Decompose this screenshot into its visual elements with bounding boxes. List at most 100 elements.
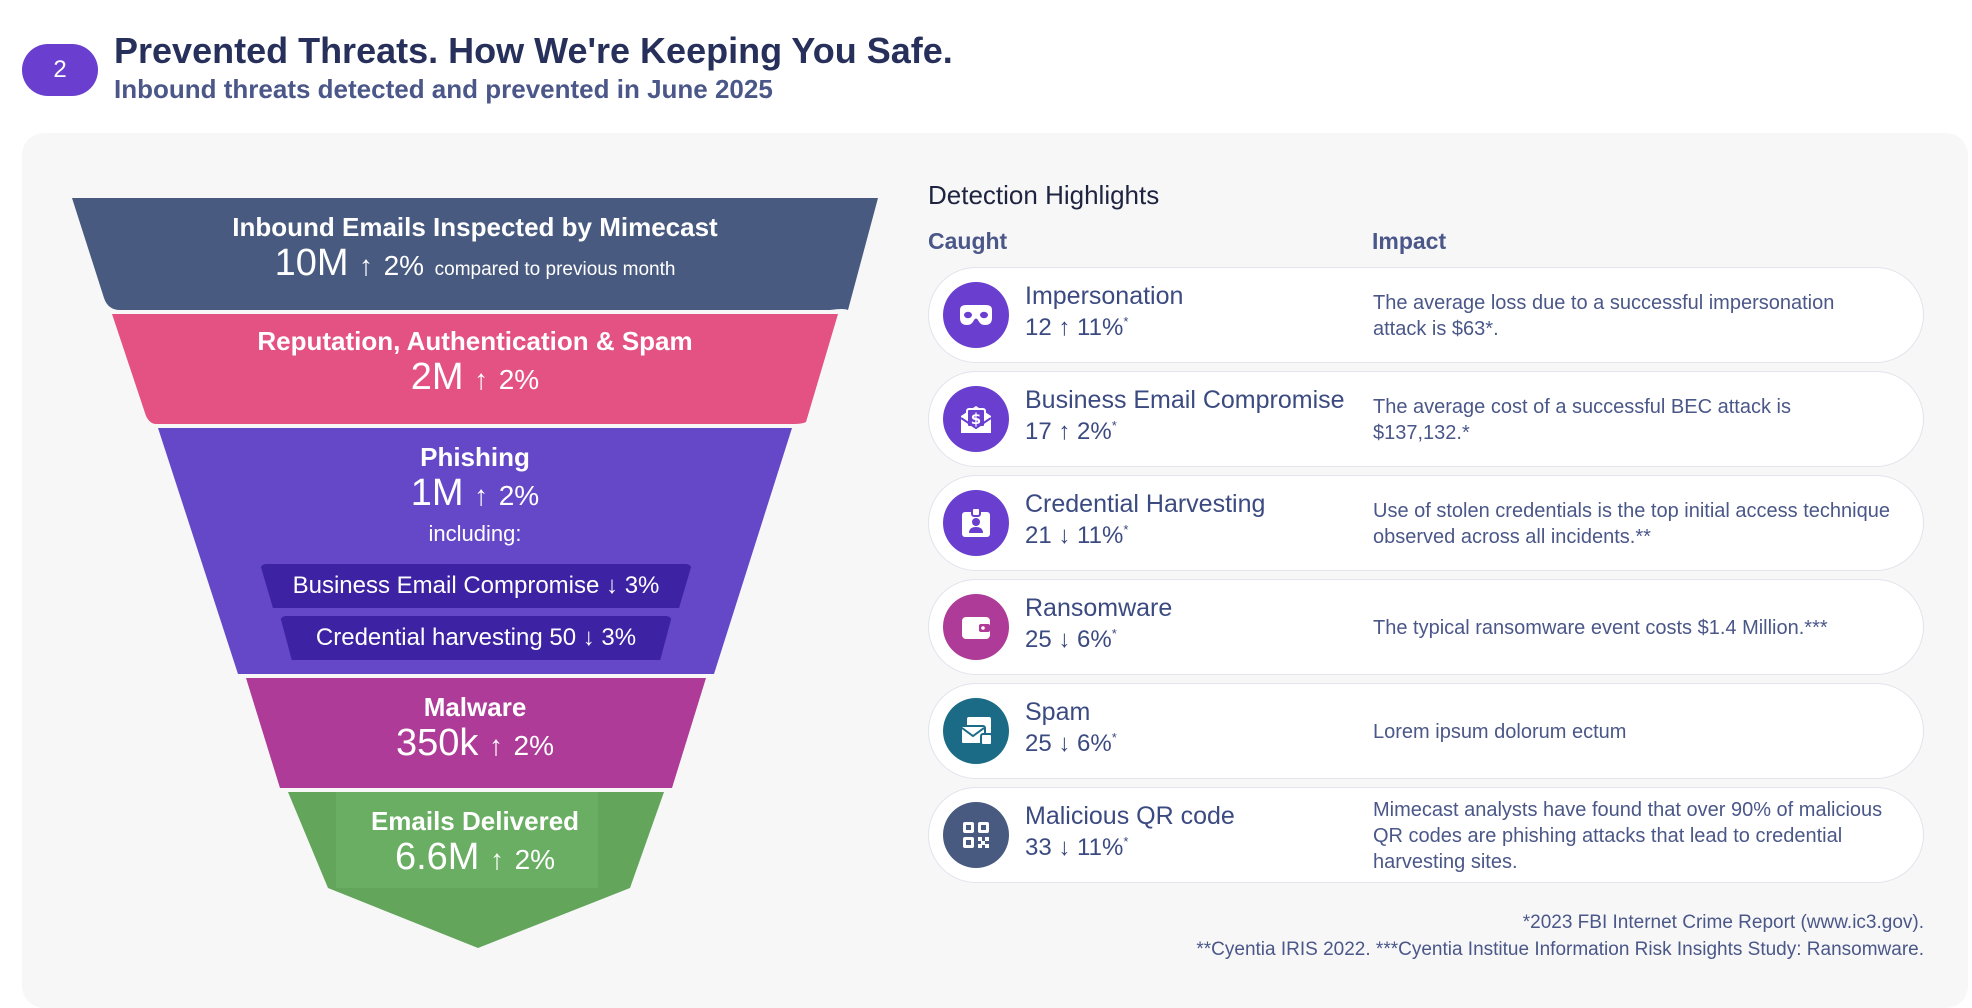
threat-funnel: Inbound Emails Inspected by Mimecast 10M… [70,198,880,948]
phishing-value: 1M [410,472,464,514]
row-impact: Lorem ipsum dolorum ectum [1373,721,1627,743]
arrow-down-icon: ↓ [606,572,619,599]
footnote-1: *2023 FBI Internet Crime Report (www.ic3… [1522,912,1924,933]
qr-code-icon [943,802,1009,868]
arrow-up-icon: ↑ [359,250,374,281]
phishing-subitem-credential: Credential harvesting 50 ↓ 3% [280,616,672,660]
row-name: Business Email Compromise [1025,386,1345,414]
row-name: Malicious QR code [1025,802,1235,830]
page-subtitle: Inbound threats detected and prevented i… [114,74,773,104]
row-count: 17 ↑ 2%* [1025,418,1117,446]
row-name: Ransomware [1025,594,1173,622]
row-count-value: 21 [1025,522,1052,549]
row-count-value: 33 [1025,834,1052,861]
row-footnote-mark: * [1123,522,1129,537]
reputation-change: 2% [498,364,540,395]
row-impact: The typical ransomware event costs $1.4 … [1373,617,1828,639]
funnel-tier-phishing-shape [158,428,792,674]
row-count: 21 ↓ 11%* [1025,522,1128,550]
funnel-tier-delivered: Emails Delivered 6.6M ↑ 2% [70,806,880,879]
row-footnote-mark: * [1123,834,1129,849]
funnel-tier-malware: Malware 350k ↑ 2% [70,692,880,765]
row-change: 11% [1077,314,1124,341]
row-footnote-mark: * [1111,626,1117,641]
row-count-value: 25 [1025,626,1052,653]
phishing-metric: 1M ↑ 2% [70,472,880,515]
highlight-row-impersonation: Impersonation 12 ↑ 11%* The average loss… [928,267,1924,363]
arrow-up-icon: ↑ [1058,314,1071,341]
arrow-down-icon: ↓ [582,624,595,651]
funnel-tier-inspected-shape [72,198,878,310]
funnel-tier-delivered-highlight [336,792,598,888]
funnel-tier-malware-shape [246,678,706,788]
page-title: Prevented Threats. How We're Keeping You… [114,30,953,71]
delivered-value: 6.6M [394,836,480,878]
row-name: Credential Harvesting [1025,490,1266,518]
row-name: Impersonation [1025,282,1184,310]
row-count: 25 ↓ 6%* [1025,626,1117,654]
reputation-value: 2M [410,356,464,398]
row-change: 11% [1077,834,1124,861]
delivered-metric: 6.6M ↑ 2% [70,836,880,879]
money-envelope-icon: $ [943,386,1009,452]
delivered-label: Emails Delivered [370,806,580,836]
arrow-down-icon: ↓ [1058,626,1071,653]
phishing-change: 2% [498,480,540,511]
malware-label: Malware [423,692,527,722]
malware-metric: 350k ↑ 2% [70,722,880,765]
reputation-metric: 2M ↑ 2% [70,356,880,399]
row-change: 6% [1077,626,1112,653]
inspected-metric: 10M ↑ 2% compared to previous month [70,242,880,285]
section-header: 2 Prevented Threats. How We're Keeping Y… [22,30,1922,110]
arrow-up-icon: ↑ [474,364,489,395]
subitem-bec-label: Business Email Compromise [292,572,600,599]
delivered-change: 2% [514,844,556,875]
funnel-tier-inspected: Inbound Emails Inspected by Mimecast 10M… [70,212,880,285]
funnel-tier-phishing: Phishing 1M ↑ 2% including: [70,442,880,547]
row-impact: The average cost of a successful BEC att… [1373,396,1791,444]
highlight-row-credential-harvesting: Credential Harvesting 21 ↓ 11%* Use of s… [928,475,1924,571]
row-count-value: 17 [1025,418,1052,445]
row-name: Spam [1025,698,1091,726]
row-footnote-mark: * [1111,730,1117,745]
funnel-tier-reputation: Reputation, Authentication & Spam 2M ↑ 2… [70,326,880,399]
phishing-including: including: [428,520,522,546]
row-count: 33 ↓ 11%* [1025,834,1128,862]
highlight-row-spam: Spam 25 ↓ 6%* Lorem ipsum dolorum ectum [928,683,1924,779]
row-count-value: 12 [1025,314,1052,341]
subitem-credential-label: Credential harvesting 50 [315,624,577,651]
inspected-label: Inbound Emails Inspected by Mimecast [232,212,718,242]
row-count-value: 25 [1025,730,1052,757]
row-change: 11% [1077,522,1124,549]
row-count: 25 ↓ 6%* [1025,730,1117,758]
arrow-up-icon: ↑ [474,480,489,511]
subitem-bec-change: 3% [624,572,660,599]
id-badge-icon [943,490,1009,556]
row-count: 12 ↑ 11%* [1025,314,1128,342]
row-impact: Use of stolen credentials is the top ini… [1373,500,1890,548]
svg-text:$: $ [971,410,981,428]
arrow-down-icon: ↓ [1058,730,1071,757]
subitem-credential-change: 3% [601,624,637,651]
col-header-caught: Caught [928,228,1008,254]
row-footnote-mark: * [1111,418,1117,433]
footnote-2: **Cyentia IRIS 2022. ***Cyentia Institue… [1196,939,1924,960]
col-header-impact: Impact [1372,228,1447,254]
mail-stack-icon [943,698,1009,764]
malware-change: 2% [513,730,554,761]
mask-icon [943,282,1009,348]
wallet-icon [943,594,1009,660]
funnel-shapes [72,198,878,948]
inspected-note: compared to previous month [434,259,676,280]
highlight-row-business-email-compromise: $ Business Email Compromise 17 ↑ 2%* The… [928,371,1924,467]
arrow-up-icon: ↑ [488,730,503,761]
highlight-row-ransomware: Ransomware 25 ↓ 6%* The typical ransomwa… [928,579,1924,675]
inspected-value: 10M [274,242,349,284]
phishing-subitem-bec: Business Email Compromise ↓ 3% [260,564,692,608]
step-badge: 2 [22,44,98,96]
arrow-down-icon: ↓ [1058,834,1071,861]
malware-value: 350k [396,722,479,764]
row-impact: Mimecast analysts have found that over 9… [1373,799,1883,873]
reputation-label: Reputation, Authentication & Spam [257,326,693,356]
row-change: 6% [1077,730,1112,757]
